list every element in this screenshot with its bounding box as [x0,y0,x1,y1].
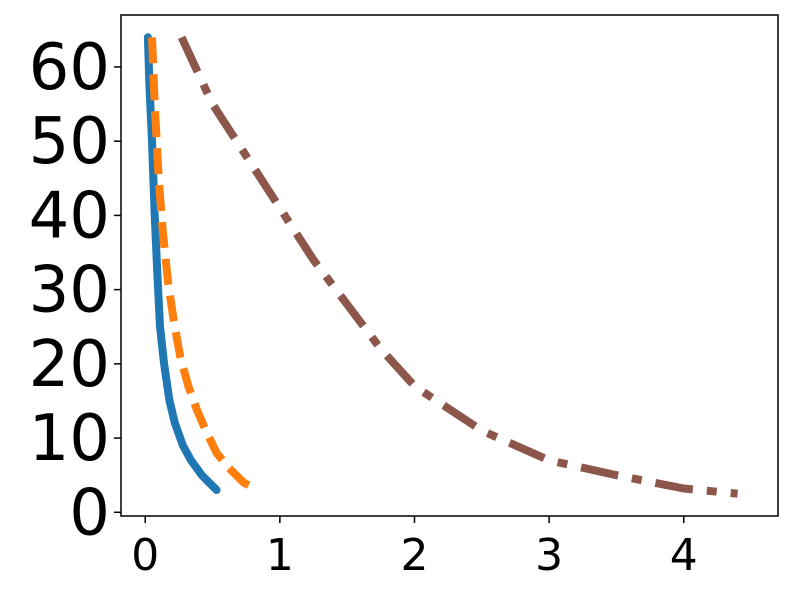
series-layer [143,33,738,498]
x-tick-label: 2 [400,530,428,581]
x-tick-label: 1 [266,530,294,581]
y-tick-label: 50 [29,105,110,179]
y-tick-label: 30 [29,254,110,328]
x-tick-label: 4 [670,530,698,581]
y-tick-label: 20 [29,328,110,402]
y-tick-label: 60 [29,31,110,105]
series-line-2 [148,37,261,494]
series-line-1 [143,33,221,494]
x-tick-label: 0 [131,530,159,581]
x-tick-label: 3 [535,530,563,581]
y-tick-label: 0 [69,476,110,550]
series-line-3 [177,35,738,498]
y-tick-label: 10 [29,402,110,476]
y-tick-label: 40 [29,179,110,253]
plot-frame [120,14,779,517]
